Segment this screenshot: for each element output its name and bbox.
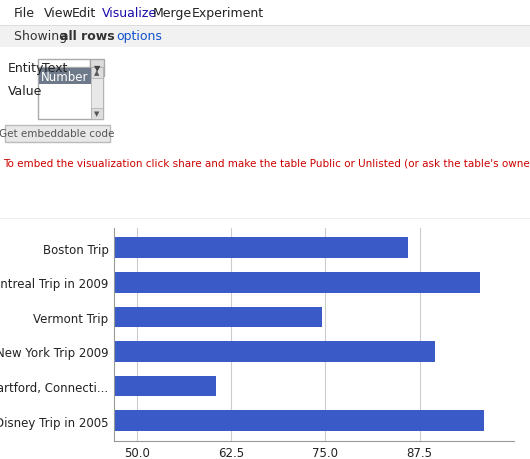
- FancyBboxPatch shape: [90, 60, 104, 77]
- Text: all rows: all rows: [60, 30, 114, 43]
- Text: Entity: Entity: [8, 62, 45, 75]
- Bar: [0, 26, 530, 48]
- Bar: [0, 410, 484, 431]
- Bar: [91, 109, 103, 119]
- Text: Experiment: Experiment: [192, 7, 264, 20]
- Bar: [0, 376, 216, 397]
- Text: ▼: ▼: [94, 64, 100, 73]
- Text: Number: Number: [41, 71, 89, 84]
- Bar: [0, 307, 322, 328]
- Bar: [0, 218, 530, 219]
- Text: To embed the visualization click share and make the table Public or Unlisted (or: To embed the visualization click share a…: [3, 158, 530, 168]
- Bar: [0, 26, 530, 27]
- Bar: [0, 238, 409, 258]
- Text: Visualize: Visualize: [102, 7, 157, 20]
- Text: File: File: [14, 7, 35, 20]
- Bar: [91, 68, 103, 78]
- Text: ▼: ▼: [94, 111, 100, 117]
- Bar: [0, 273, 480, 293]
- Bar: [39, 69, 91, 84]
- Text: ▲: ▲: [94, 70, 100, 76]
- Bar: [0, 48, 530, 219]
- FancyBboxPatch shape: [38, 60, 90, 77]
- Text: View: View: [44, 7, 74, 20]
- Text: Get embeddable code: Get embeddable code: [0, 129, 114, 139]
- Bar: [0, 26, 530, 27]
- Bar: [0, 0, 530, 26]
- Bar: [0, 48, 530, 49]
- Text: Value: Value: [8, 85, 42, 98]
- FancyBboxPatch shape: [5, 125, 110, 143]
- Bar: [0, 341, 435, 362]
- Text: Merge: Merge: [153, 7, 192, 20]
- Text: Showing: Showing: [14, 30, 71, 43]
- Bar: [91, 68, 103, 119]
- FancyBboxPatch shape: [38, 68, 103, 119]
- Text: options: options: [116, 30, 162, 43]
- Text: Text: Text: [42, 62, 67, 75]
- Text: Edit: Edit: [72, 7, 96, 20]
